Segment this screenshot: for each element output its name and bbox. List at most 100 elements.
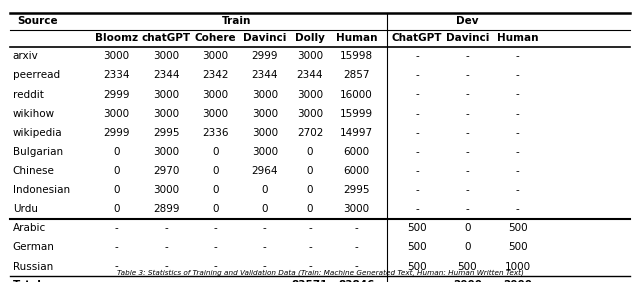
Text: -: - (308, 223, 312, 233)
Text: 2899: 2899 (153, 204, 180, 214)
Text: 0: 0 (212, 204, 218, 214)
Text: -: - (516, 185, 520, 195)
Text: 3000: 3000 (153, 185, 179, 195)
Text: -: - (213, 262, 217, 272)
Text: 0: 0 (464, 243, 470, 252)
Text: wikihow: wikihow (13, 109, 55, 119)
Text: -: - (415, 166, 419, 176)
Text: -: - (164, 223, 168, 233)
Text: Total: Total (13, 280, 42, 282)
Text: 500: 500 (508, 223, 527, 233)
Text: -: - (465, 70, 469, 80)
Text: -: - (263, 243, 267, 252)
Text: -: - (465, 147, 469, 157)
Text: 3000: 3000 (297, 89, 323, 100)
Text: -: - (415, 70, 419, 80)
Text: 2000: 2000 (503, 280, 532, 282)
Text: -: - (465, 128, 469, 138)
Text: -: - (516, 128, 520, 138)
Text: -: - (465, 51, 469, 61)
Text: reddit: reddit (13, 89, 44, 100)
Text: 0: 0 (212, 166, 218, 176)
Text: 2999: 2999 (103, 128, 129, 138)
Text: 0: 0 (464, 223, 470, 233)
Text: 16000: 16000 (340, 89, 372, 100)
Text: -: - (516, 70, 520, 80)
Text: -: - (415, 147, 419, 157)
Text: 1000: 1000 (504, 262, 531, 272)
Text: 2702: 2702 (297, 128, 323, 138)
Text: Dolly: Dolly (295, 33, 325, 43)
Text: 0: 0 (307, 147, 313, 157)
Text: peerread: peerread (13, 70, 60, 80)
Text: -: - (415, 109, 419, 119)
Text: 15999: 15999 (340, 109, 373, 119)
Text: 2995: 2995 (153, 128, 180, 138)
Text: Human: Human (497, 33, 538, 43)
Text: 2336: 2336 (202, 128, 228, 138)
Text: 3000: 3000 (103, 51, 129, 61)
Text: 2970: 2970 (153, 166, 180, 176)
Text: -: - (465, 204, 469, 214)
Text: 0: 0 (113, 166, 120, 176)
Text: Chinese: Chinese (13, 166, 54, 176)
Text: -: - (115, 243, 118, 252)
Text: wikipedia: wikipedia (13, 128, 62, 138)
Text: -: - (355, 243, 358, 252)
Text: 3000: 3000 (343, 204, 369, 214)
Text: Train: Train (222, 16, 252, 27)
Text: 500: 500 (408, 223, 427, 233)
Text: -: - (308, 243, 312, 252)
Text: German: German (13, 243, 54, 252)
Text: -: - (213, 243, 217, 252)
Text: 2334: 2334 (103, 70, 129, 80)
Text: -: - (164, 243, 168, 252)
Text: -: - (465, 109, 469, 119)
Text: 500: 500 (508, 243, 527, 252)
Text: -: - (164, 262, 168, 272)
Text: 3000: 3000 (252, 147, 278, 157)
Text: -: - (355, 223, 358, 233)
Text: 3000: 3000 (252, 109, 278, 119)
Text: 3000: 3000 (252, 128, 278, 138)
Text: Table 3: Statistics of Training and Validation Data (Train: Machine Generated Te: Table 3: Statistics of Training and Vali… (116, 270, 524, 276)
Text: 2344: 2344 (297, 70, 323, 80)
Text: 0: 0 (307, 204, 313, 214)
Text: 0: 0 (113, 204, 120, 214)
Text: 83571: 83571 (292, 280, 328, 282)
Text: 3000: 3000 (297, 109, 323, 119)
Text: 3000: 3000 (153, 147, 179, 157)
Text: 14997: 14997 (340, 128, 373, 138)
Text: Bloomz: Bloomz (95, 33, 138, 43)
Text: 2964: 2964 (252, 166, 278, 176)
Text: 0: 0 (262, 204, 268, 214)
Text: 3000: 3000 (252, 89, 278, 100)
Text: -: - (415, 185, 419, 195)
Text: 2342: 2342 (202, 70, 228, 80)
Text: 2857: 2857 (343, 70, 370, 80)
Text: 0: 0 (212, 185, 218, 195)
Text: 0: 0 (113, 147, 120, 157)
Text: -: - (213, 223, 217, 233)
Text: 0: 0 (262, 185, 268, 195)
Text: -: - (415, 51, 419, 61)
Text: ChatGPT: ChatGPT (392, 33, 442, 43)
Text: -: - (516, 109, 520, 119)
Text: -: - (415, 89, 419, 100)
Text: -: - (465, 166, 469, 176)
Text: -: - (415, 204, 419, 214)
Text: 0: 0 (307, 185, 313, 195)
Text: -: - (263, 262, 267, 272)
Text: chatGPT: chatGPT (142, 33, 191, 43)
Text: 3000: 3000 (153, 51, 179, 61)
Text: -: - (308, 262, 312, 272)
Text: 2995: 2995 (343, 185, 370, 195)
Text: 3000: 3000 (202, 109, 228, 119)
Text: 3000: 3000 (202, 89, 228, 100)
Text: 0: 0 (113, 185, 120, 195)
Text: -: - (415, 128, 419, 138)
Text: 500: 500 (408, 243, 427, 252)
Text: 2999: 2999 (252, 51, 278, 61)
Text: -: - (516, 89, 520, 100)
Text: Russian: Russian (13, 262, 53, 272)
